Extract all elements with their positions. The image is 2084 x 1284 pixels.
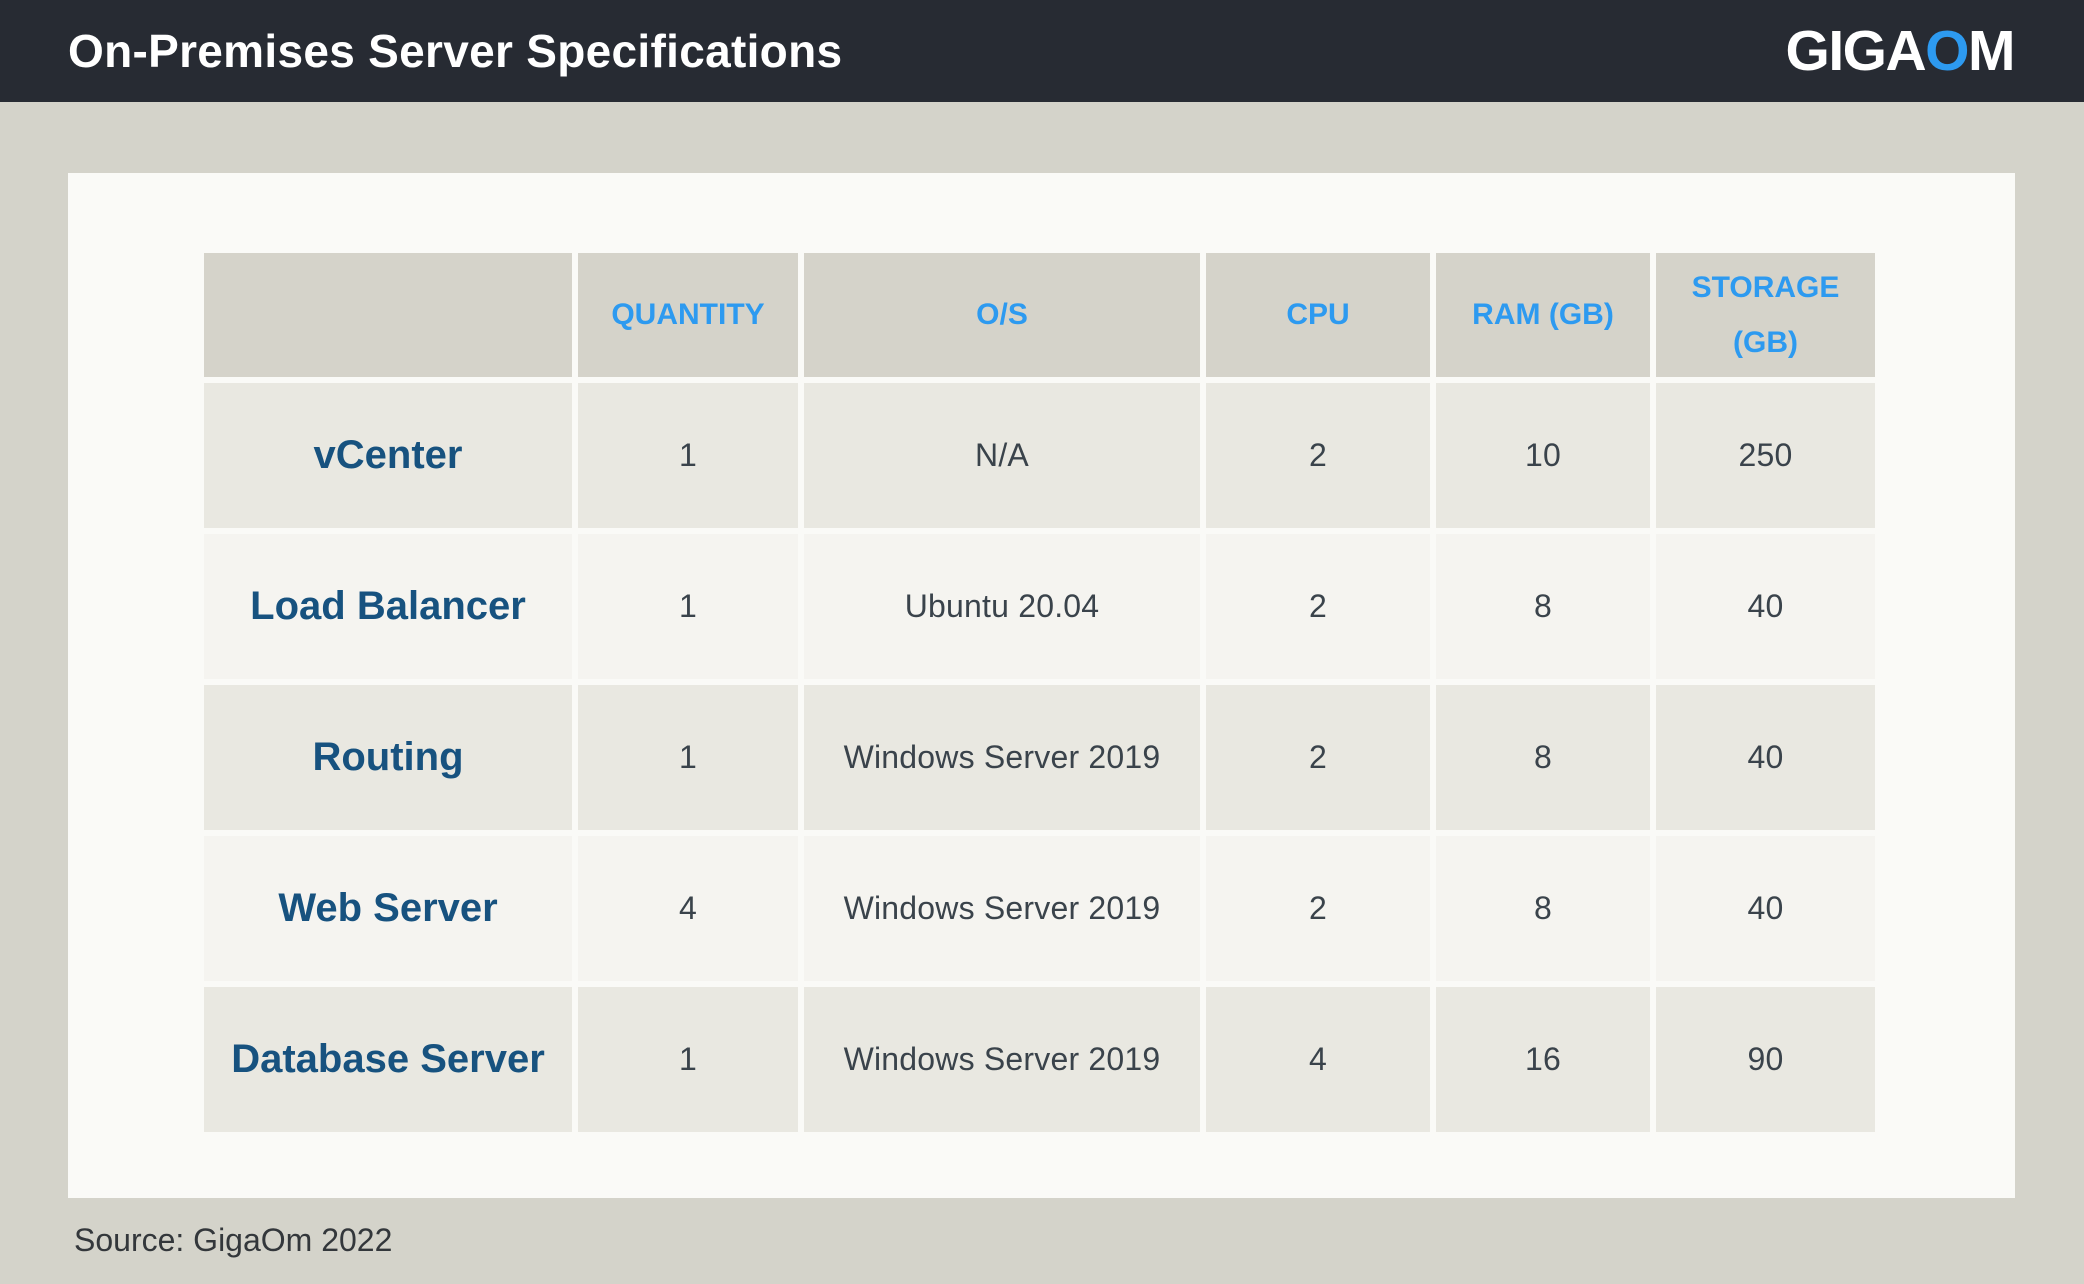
column-header-os: O/S: [804, 253, 1200, 377]
logo-letter-o: O: [1925, 19, 1969, 83]
load-balancer-quantity-cell: 1: [578, 534, 798, 679]
load-balancer-cpu-cell: 2: [1206, 534, 1430, 679]
load-balancer-storage-cell: 40: [1656, 534, 1875, 679]
vcenter-cpu-cell: 2: [1206, 383, 1430, 528]
vcenter-ram-cell: 10: [1436, 383, 1650, 528]
web-server-quantity-cell: 4: [578, 836, 798, 981]
database-server-ram-cell: 16: [1436, 987, 1650, 1132]
server-spec-table: QUANTITY O/S CPU RAM (GB) STORAGE (GB) v…: [204, 253, 1875, 1132]
column-header-storage: STORAGE (GB): [1656, 253, 1875, 377]
vcenter-name-cell: vCenter: [204, 383, 572, 528]
web-server-name-cell: Web Server: [204, 836, 572, 981]
load-balancer-name-cell: Load Balancer: [204, 534, 572, 679]
title-bar: On-Premises Server Specifications GIGAOM: [0, 0, 2084, 102]
web-server-storage-cell: 40: [1656, 836, 1875, 981]
column-header-ram: RAM (GB): [1436, 253, 1650, 377]
database-server-quantity-cell: 1: [578, 987, 798, 1132]
load-balancer-ram-cell: 8: [1436, 534, 1650, 679]
vcenter-os-cell: N/A: [804, 383, 1200, 528]
page-title: On-Premises Server Specifications: [68, 25, 843, 77]
database-server-name-cell: Database Server: [204, 987, 572, 1132]
database-server-cpu-cell: 4: [1206, 987, 1430, 1132]
column-header-cpu: CPU: [1206, 253, 1430, 377]
web-server-cpu-cell: 2: [1206, 836, 1430, 981]
column-header-quantity: QUANTITY: [578, 253, 798, 377]
database-server-storage-cell: 90: [1656, 987, 1875, 1132]
vcenter-storage-cell: 250: [1656, 383, 1875, 528]
gigaom-logo: GIGAOM: [1785, 18, 2015, 84]
load-balancer-os-cell: Ubuntu 20.04: [804, 534, 1200, 679]
web-server-ram-cell: 8: [1436, 836, 1650, 981]
routing-cpu-cell: 2: [1206, 685, 1430, 830]
routing-storage-cell: 40: [1656, 685, 1875, 830]
routing-quantity-cell: 1: [578, 685, 798, 830]
table-card: QUANTITY O/S CPU RAM (GB) STORAGE (GB) v…: [68, 173, 2015, 1198]
vcenter-quantity-cell: 1: [578, 383, 798, 528]
database-server-os-cell: Windows Server 2019: [804, 987, 1200, 1132]
source-attribution: Source: GigaOm 2022: [74, 1222, 393, 1258]
logo-text-m: M: [1968, 19, 2015, 83]
routing-name-cell: Routing: [204, 685, 572, 830]
column-header-blank: [204, 253, 572, 377]
web-server-os-cell: Windows Server 2019: [804, 836, 1200, 981]
logo-text-giga: GIGA: [1785, 19, 1926, 83]
routing-ram-cell: 8: [1436, 685, 1650, 830]
routing-os-cell: Windows Server 2019: [804, 685, 1200, 830]
